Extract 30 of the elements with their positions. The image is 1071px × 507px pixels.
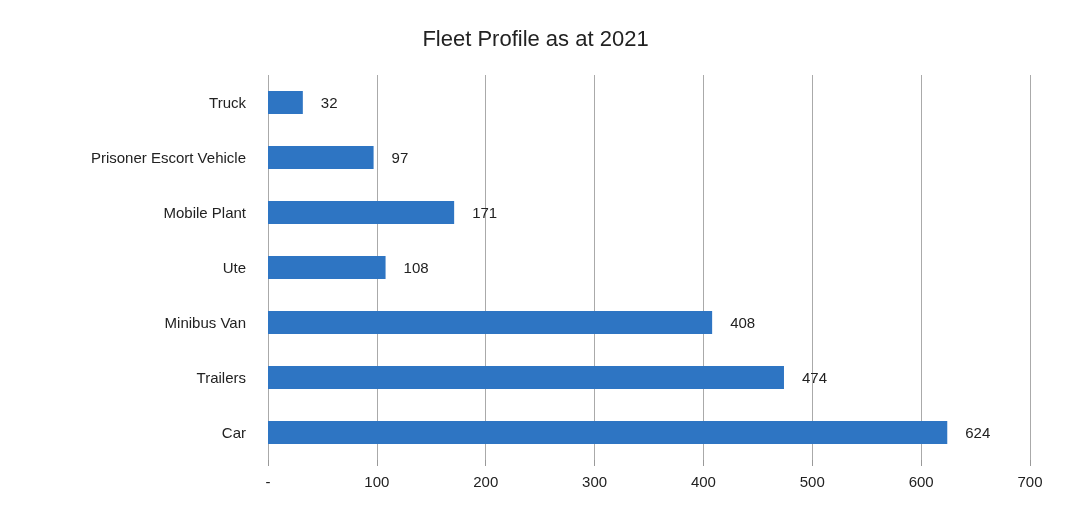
data-label: 171 [472, 204, 498, 221]
bar [268, 90, 303, 115]
y-tick-label: Trailers [196, 369, 246, 386]
data-label: 108 [403, 259, 429, 276]
x-tick-label: 200 [473, 473, 499, 490]
chart-title: Fleet Profile as at 2021 [422, 25, 649, 51]
x-tick-label: 600 [908, 473, 934, 490]
bar [268, 200, 455, 225]
data-label: 624 [965, 424, 991, 441]
x-tick-label: 500 [799, 473, 825, 490]
x-tick-label: 400 [690, 473, 716, 490]
y-tick-label: Mobile Plant [163, 204, 247, 221]
y-tick-label: Minibus Van [164, 314, 246, 331]
x-tick-label: 300 [582, 473, 608, 490]
bar [268, 255, 386, 280]
y-tick-label: Truck [209, 94, 247, 111]
data-label: 97 [391, 149, 409, 166]
x-tick-label: 100 [364, 473, 390, 490]
data-label: 32 [320, 94, 338, 111]
y-tick-label: Prisoner Escort Vehicle [90, 149, 246, 166]
data-label: 408 [730, 314, 756, 331]
x-tick-label: 700 [1017, 473, 1043, 490]
bar [268, 365, 784, 390]
bar [268, 310, 713, 335]
bar [268, 145, 374, 170]
y-tick-label: Ute [222, 259, 246, 276]
bar [268, 420, 948, 445]
x-tick-label: - [265, 473, 271, 490]
y-tick-label: Car [221, 424, 246, 441]
data-label: 474 [801, 369, 828, 386]
